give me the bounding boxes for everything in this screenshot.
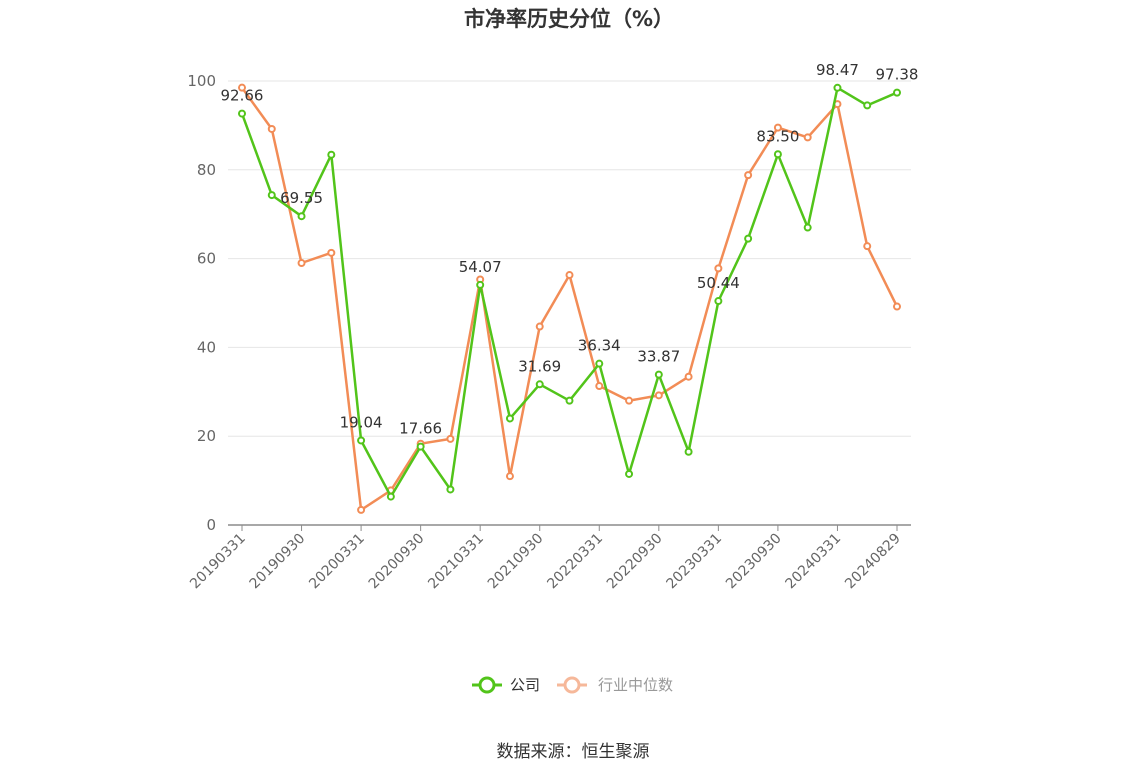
data-point — [684, 447, 693, 456]
source-note: 数据来源：恒生聚源 — [497, 742, 650, 762]
data-point — [893, 88, 901, 97]
series-company — [238, 83, 901, 501]
y-axis: 0 20 40 60 80 100 — [187, 72, 216, 534]
data-point — [476, 280, 485, 289]
data-point — [565, 271, 574, 280]
data-point — [327, 150, 336, 159]
series-line — [240, 86, 899, 512]
data-point — [238, 83, 246, 92]
y-tick-label: 20 — [197, 427, 216, 445]
data-label: 92.66 — [221, 87, 264, 105]
data-label: 36.34 — [578, 337, 621, 355]
x-tick-label: 20200331 — [306, 531, 368, 593]
data-point — [446, 434, 455, 443]
y-tick-label: 60 — [197, 250, 216, 268]
legend-marker — [478, 676, 496, 694]
x-tick-label: 20230930 — [723, 531, 785, 593]
data-point — [386, 492, 395, 501]
y-tick-label: 40 — [197, 338, 216, 356]
data-point — [744, 234, 753, 243]
data-point — [327, 248, 336, 257]
legend-label: 行业中位数 — [598, 676, 673, 694]
data-label: 69.55 — [280, 189, 323, 207]
data-point — [654, 370, 663, 379]
legend-label: 公司 — [510, 676, 540, 694]
data-point — [803, 223, 812, 232]
x-tick-label: 20220930 — [604, 531, 666, 593]
data-point — [833, 83, 842, 92]
data-label: 33.87 — [637, 348, 680, 366]
data-point — [893, 302, 901, 311]
series-layer — [238, 83, 901, 514]
data-point — [684, 372, 693, 381]
data-point — [625, 396, 634, 405]
data-point — [446, 485, 455, 494]
data-point — [357, 436, 366, 445]
x-tick-label: 20230331 — [663, 531, 725, 593]
data-point — [565, 396, 574, 405]
data-point — [595, 382, 604, 391]
data-point — [773, 123, 782, 132]
data-point — [416, 442, 425, 451]
data-label: 17.66 — [399, 420, 442, 438]
data-point — [297, 259, 306, 268]
data-label: 98.47 — [816, 61, 859, 79]
data-point — [714, 264, 723, 273]
series-industry-median — [238, 83, 901, 514]
data-label: 31.69 — [518, 357, 561, 375]
data-point — [357, 505, 366, 514]
x-tick-label: 20210331 — [425, 531, 487, 593]
legend-item-company: 公司 — [472, 676, 540, 694]
data-label: 50.44 — [697, 274, 740, 292]
y-tick-label: 100 — [187, 72, 216, 90]
data-point — [297, 212, 306, 221]
x-axis: 2019033120190930202003312020093020210331… — [187, 524, 911, 593]
data-point — [863, 242, 872, 251]
x-tick-label: 20200930 — [366, 531, 428, 593]
data-label: 97.38 — [876, 66, 919, 84]
data-point — [595, 359, 604, 368]
data-point — [773, 150, 782, 159]
data-point — [654, 391, 663, 400]
x-tick-label: 20220331 — [544, 531, 606, 593]
data-point — [863, 101, 872, 110]
x-tick-label: 20190331 — [187, 531, 249, 593]
data-point — [238, 109, 246, 118]
data-point — [803, 133, 812, 142]
data-label: 19.04 — [340, 413, 383, 431]
legend-marker — [563, 676, 581, 694]
chart-title: 市净率历史分位（%） — [464, 7, 674, 31]
x-tick-label: 20210930 — [485, 531, 547, 593]
x-tick-label: 20240829 — [842, 531, 904, 593]
data-label: 83.50 — [756, 127, 799, 145]
data-point — [535, 322, 544, 331]
data-point — [625, 469, 634, 478]
legend: 公司 行业中位数 — [472, 676, 673, 694]
data-point — [267, 124, 276, 133]
y-tick-label: 0 — [206, 516, 216, 534]
data-point — [744, 171, 753, 180]
data-point — [267, 191, 276, 200]
data-point — [714, 297, 723, 306]
data-point — [505, 414, 514, 423]
data-labels: 92.66 69.55 19.04 17.66 54.07 31.69 36.34 33.87… — [221, 61, 919, 438]
y-tick-label: 80 — [197, 161, 216, 179]
x-tick-label: 20190930 — [247, 531, 309, 593]
series-line — [240, 86, 898, 498]
x-tick-label: 20240331 — [783, 531, 845, 593]
data-label: 54.07 — [459, 258, 502, 276]
data-point — [535, 380, 544, 389]
data-point — [505, 472, 514, 481]
legend-item-industry-median: 行业中位数 — [557, 676, 673, 694]
